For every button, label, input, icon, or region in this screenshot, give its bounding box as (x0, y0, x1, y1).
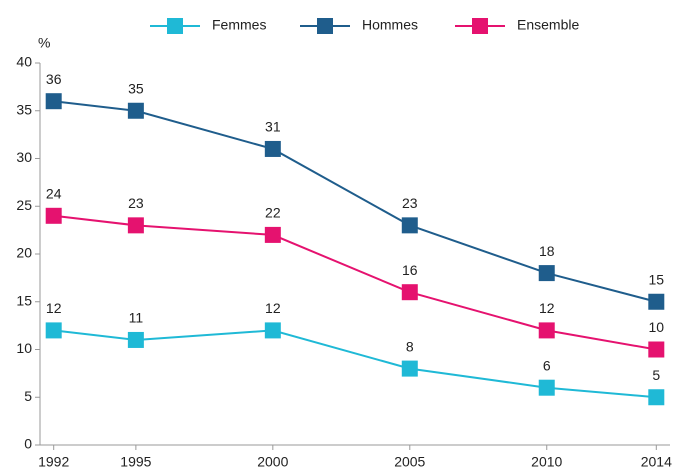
y-tick-label: 15 (16, 292, 32, 308)
series-line (53, 100, 657, 303)
y-tick-label: 20 (16, 245, 32, 261)
point-marker (264, 226, 281, 243)
x-tick-label: 2000 (257, 454, 288, 470)
y-tick-label: 0 (24, 436, 32, 452)
point-marker (648, 389, 665, 406)
data-label: 16 (402, 262, 418, 278)
point-marker (538, 265, 555, 282)
data-label: 36 (46, 71, 62, 87)
data-label: 31 (265, 119, 281, 135)
point-marker (538, 322, 555, 339)
data-label: 12 (46, 300, 62, 316)
series-line (53, 214, 657, 351)
point-marker (401, 360, 418, 377)
y-tick-label: 5 (24, 388, 32, 404)
x-tick-label: 2010 (531, 454, 562, 470)
legend-label: Hommes (362, 17, 418, 33)
y-tick-label: 10 (16, 340, 32, 356)
data-label: 8 (406, 338, 414, 354)
point-marker (648, 341, 665, 358)
legend-label: Ensemble (517, 17, 579, 33)
data-label: 24 (46, 186, 62, 202)
data-label: 12 (265, 300, 281, 316)
point-marker (45, 322, 62, 339)
point-marker (264, 140, 281, 157)
point-marker (401, 217, 418, 234)
data-label: 10 (649, 319, 665, 335)
data-label: 18 (539, 243, 555, 259)
legend-label: Femmes (212, 17, 266, 33)
point-marker (648, 293, 665, 310)
x-tick-label: 2005 (394, 454, 425, 470)
y-tick-label: 40 (16, 54, 32, 70)
legend-marker (167, 18, 183, 34)
point-marker (127, 331, 144, 348)
y-tick-label: 30 (16, 149, 32, 165)
point-marker (127, 217, 144, 234)
legend-marker (317, 18, 333, 34)
data-label: 12 (539, 300, 555, 316)
data-label: 23 (128, 195, 144, 211)
point-marker (264, 322, 281, 339)
point-marker (401, 284, 418, 301)
point-marker (538, 379, 555, 396)
data-label: 5 (652, 367, 660, 383)
y-tick-label: 25 (16, 197, 32, 213)
x-tick-label: 2014 (641, 454, 672, 470)
x-tick-label: 1995 (120, 454, 151, 470)
data-label: 15 (649, 271, 665, 287)
data-label: 6 (543, 357, 551, 373)
data-label: 35 (128, 80, 144, 96)
legend-marker (472, 18, 488, 34)
point-marker (45, 93, 62, 110)
y-tick-label: 35 (16, 101, 32, 117)
data-label: 22 (265, 205, 281, 221)
data-label: 23 (402, 195, 418, 211)
series-line (53, 329, 657, 399)
point-marker (45, 207, 62, 224)
y-axis-label: % (38, 35, 50, 51)
point-marker (127, 102, 144, 119)
x-tick-label: 1992 (38, 454, 69, 470)
data-label: 11 (129, 310, 144, 326)
